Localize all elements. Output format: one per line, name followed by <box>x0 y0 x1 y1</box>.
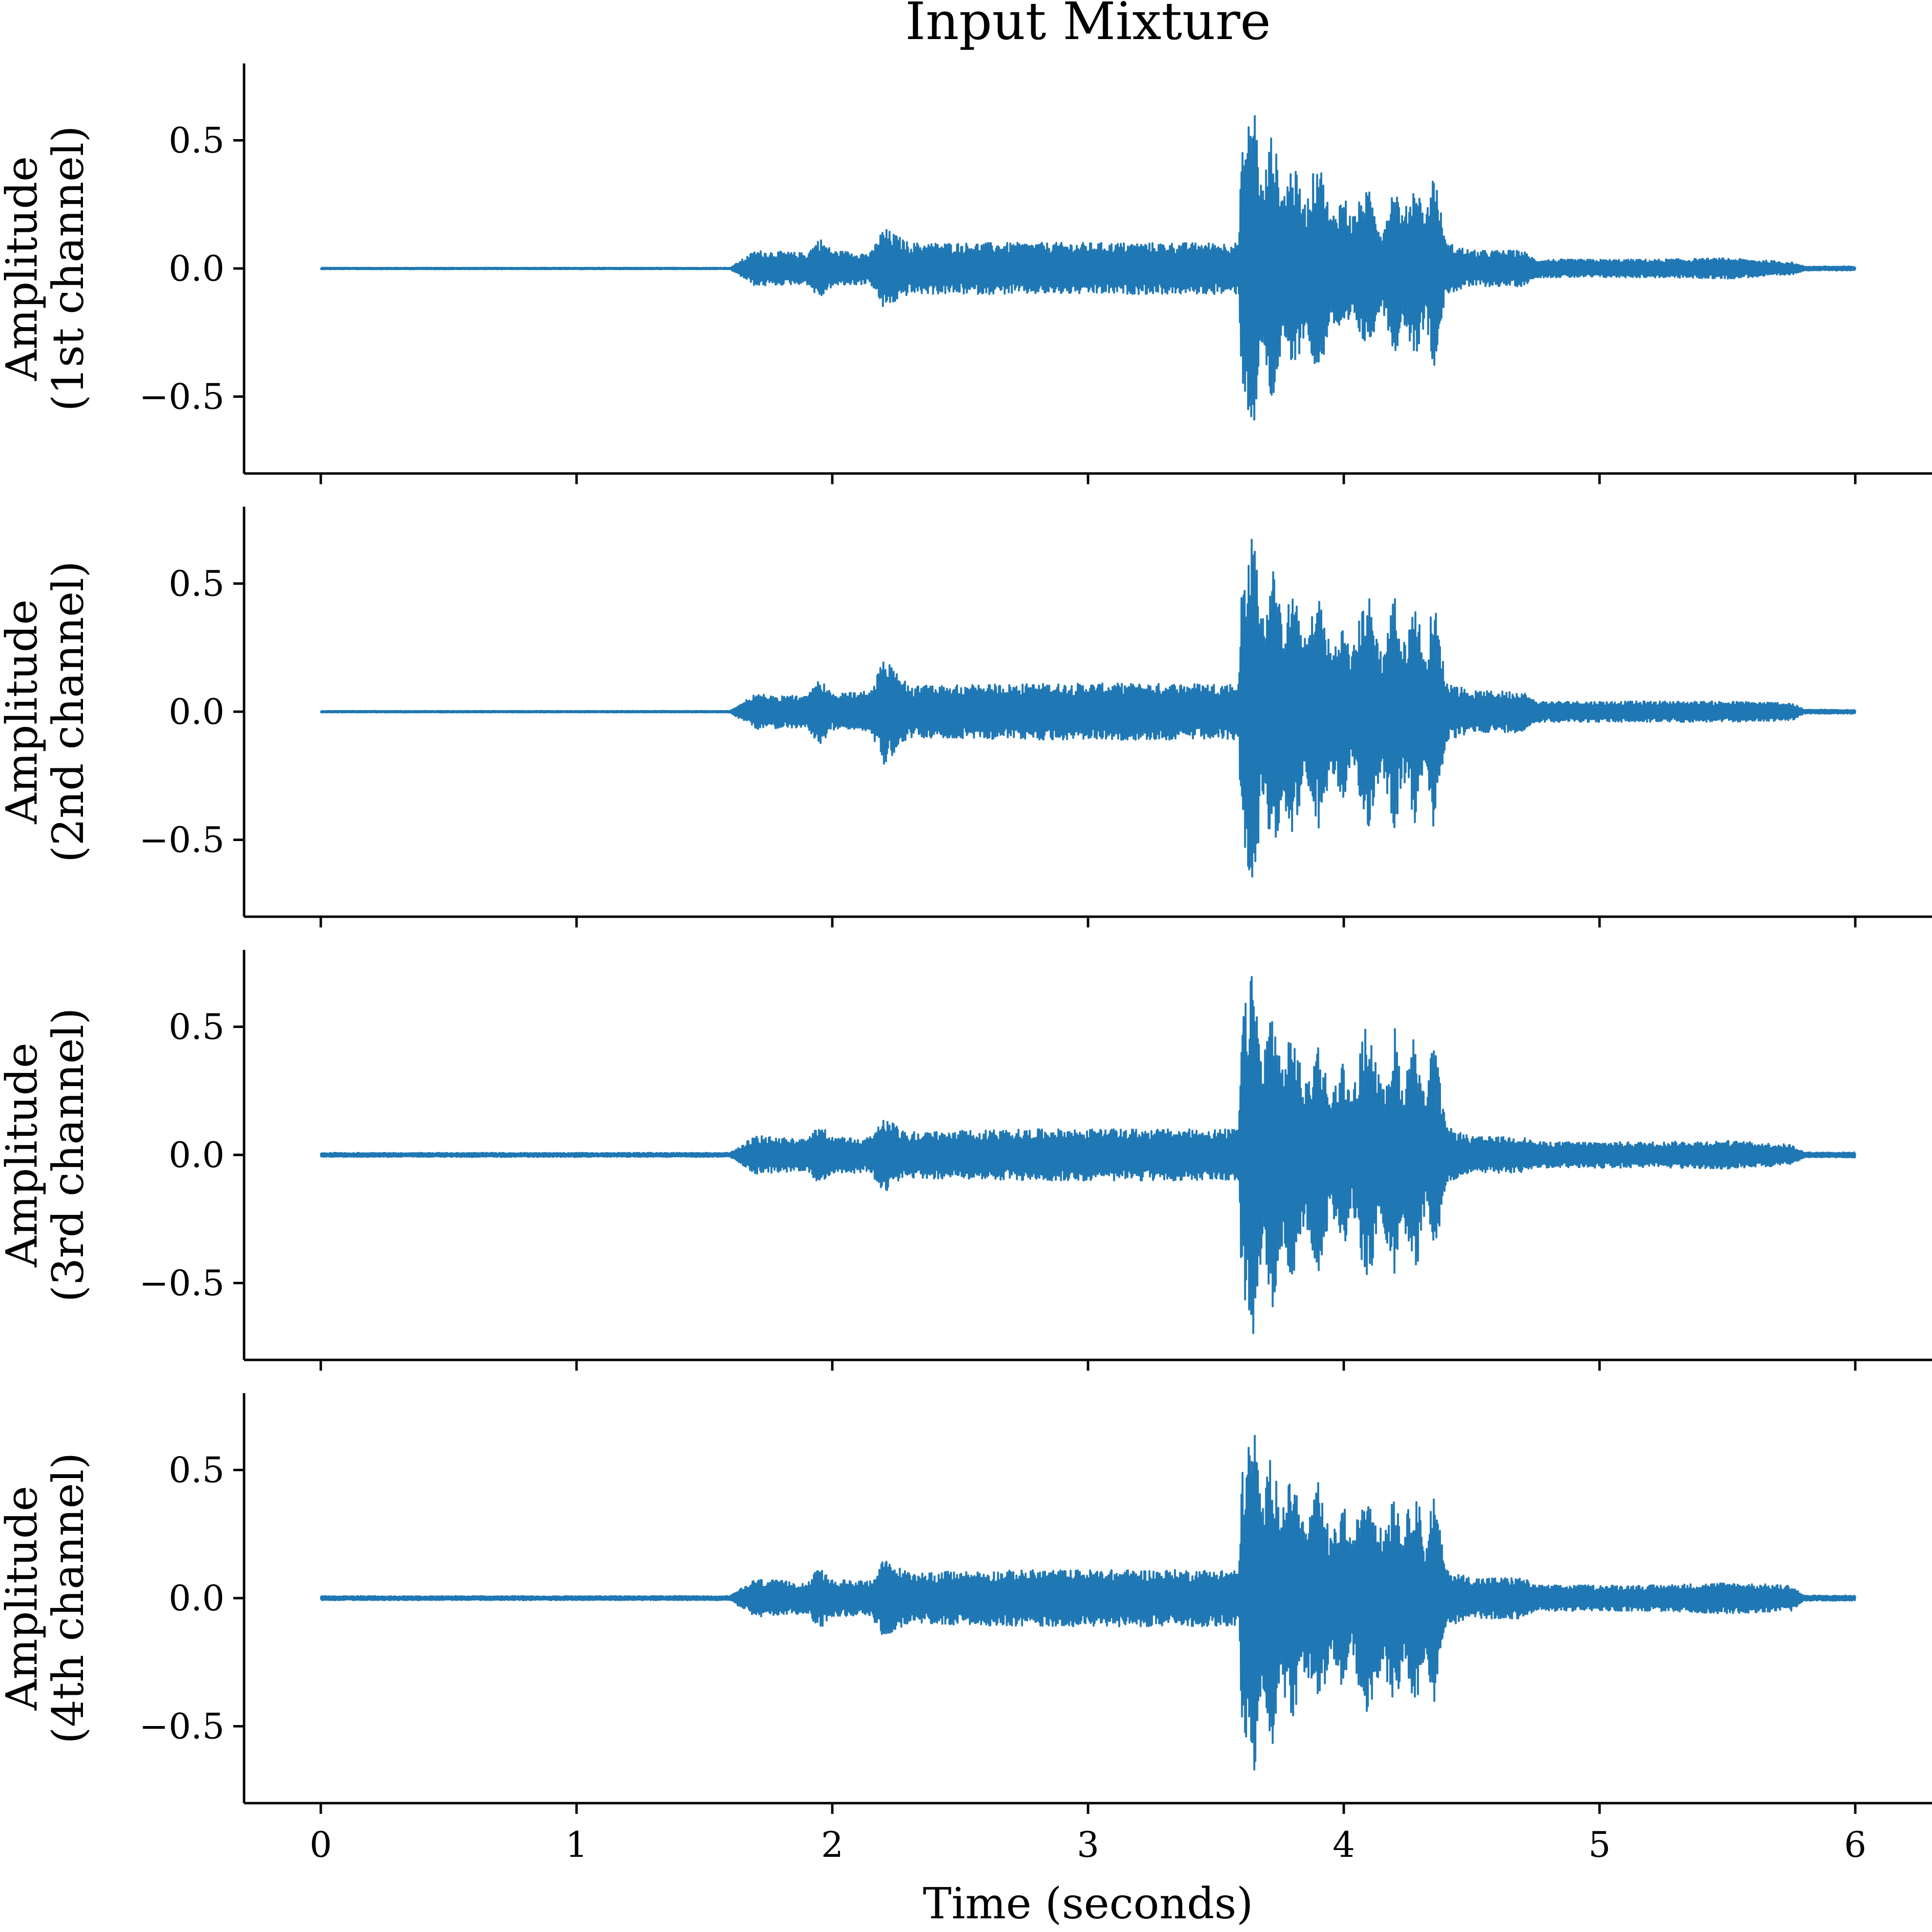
y-axis-label: Amplitude(2nd channel) <box>0 561 93 863</box>
y-tick-label: −0.5 <box>139 820 225 861</box>
x-axis-label: Time (seconds) <box>923 1878 1254 1929</box>
y-axis-label: Amplitude(3rd channel) <box>0 1007 93 1302</box>
y-tick-label: 0.0 <box>168 1134 225 1175</box>
x-tick-label: 1 <box>565 1824 588 1865</box>
panel-1st: 0.5 0.0 −0.5 Amplitude(1st channel) <box>0 63 1932 484</box>
y-tick-label: −0.5 <box>139 1263 225 1304</box>
y-tick-label: 0.0 <box>168 691 225 732</box>
waveform-series-3rd <box>320 976 1856 1335</box>
y-tick-label: −0.5 <box>139 376 225 417</box>
waveform-series-2nd <box>320 538 1856 878</box>
x-tick-label: 5 <box>1588 1824 1611 1865</box>
y-tick-label: 0.5 <box>168 1007 225 1048</box>
panel-4th: 0.5 0.0 −0.5 0 1 2 3 4 5 6 Amplitude(4th channel) <box>0 1393 1932 1865</box>
x-tick-label: 3 <box>1077 1824 1099 1865</box>
y-tick-label: 0.5 <box>168 120 225 161</box>
y-axis-label: Amplitude(1st channel) <box>0 125 93 411</box>
y-tick-label: −0.5 <box>139 1706 225 1747</box>
waveform-series-4th <box>320 1435 1856 1771</box>
y-axis-label: Amplitude(4th channel) <box>0 1453 93 1744</box>
waveform-series-1st <box>320 115 1856 421</box>
panels: 0.5 0.0 −0.5 Amplitude(1st channel) 0.5 0.0 −0… <box>0 63 1932 1865</box>
x-tick-label: 4 <box>1333 1824 1355 1865</box>
panel-3rd: 0.5 0.0 −0.5 Amplitude(3rd channel) <box>0 950 1932 1371</box>
x-tick-label: 0 <box>309 1824 332 1865</box>
x-tick-label: 2 <box>821 1824 843 1865</box>
panel-2nd: 0.5 0.0 −0.5 Amplitude(2nd channel) <box>0 507 1932 927</box>
y-tick-label: 0.5 <box>168 563 225 604</box>
y-tick-label: 0.0 <box>168 248 225 289</box>
y-tick-label: 0.5 <box>168 1450 225 1491</box>
chart-title: Input Mixture <box>905 0 1271 51</box>
x-tick-label: 6 <box>1844 1824 1867 1865</box>
y-tick-label: 0.0 <box>168 1578 225 1619</box>
